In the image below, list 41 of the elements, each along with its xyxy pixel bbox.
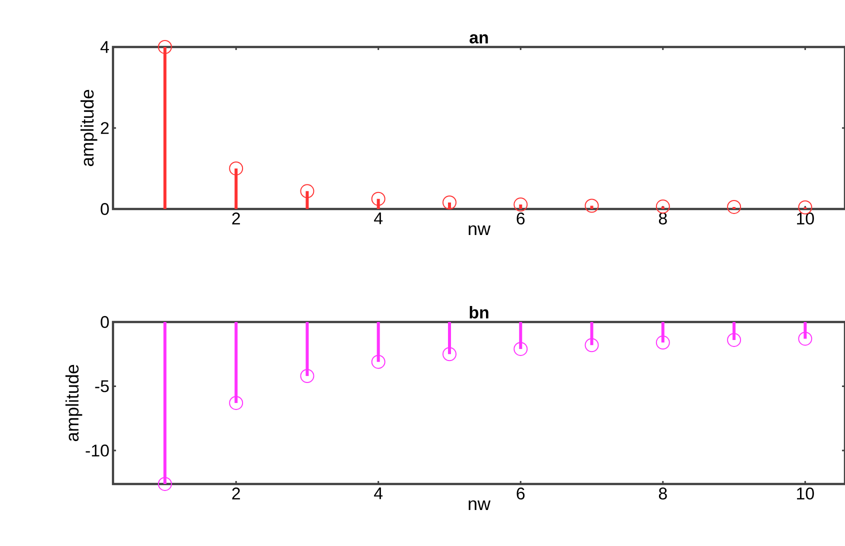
x-tick-label: 6 xyxy=(516,212,525,224)
point xyxy=(656,336,670,350)
point xyxy=(229,161,244,176)
point xyxy=(656,200,670,214)
y-axis-title: amplitude xyxy=(65,364,82,442)
point xyxy=(371,354,386,369)
y-tick-label: 0 xyxy=(100,316,109,328)
x-axis-title: nw xyxy=(468,500,491,510)
point xyxy=(442,196,456,210)
y-tick-label: 2 xyxy=(100,122,109,134)
point xyxy=(371,192,386,206)
point xyxy=(584,198,599,213)
x-tick-label: 10 xyxy=(797,212,814,224)
point xyxy=(300,368,314,383)
chart-title: bn xyxy=(470,306,488,318)
x-tick-label: 8 xyxy=(658,488,667,500)
y-axis-title: amplitude xyxy=(80,90,98,166)
point xyxy=(300,184,314,198)
x-tick-label: 10 xyxy=(797,488,814,500)
y-tick-label: -5 xyxy=(95,380,109,392)
point xyxy=(158,40,172,54)
x-tick-label: 6 xyxy=(516,488,525,500)
point xyxy=(229,396,244,410)
y-tick-label: -10 xyxy=(86,444,109,457)
y-tick-label: 4 xyxy=(100,41,109,53)
chart-title: an xyxy=(470,34,488,44)
x-axis-title: nw xyxy=(468,225,491,235)
point xyxy=(727,332,742,347)
point xyxy=(584,338,599,352)
point xyxy=(442,347,456,362)
point xyxy=(158,476,172,491)
x-tick-label: 4 xyxy=(374,212,383,224)
point xyxy=(514,342,528,356)
point xyxy=(798,332,812,346)
x-tick-label: 8 xyxy=(658,212,667,224)
x-tick-label: 4 xyxy=(374,488,383,500)
x-tick-label: 2 xyxy=(232,212,240,224)
point xyxy=(514,198,528,212)
y-tick-label: 0 xyxy=(100,202,109,215)
x-tick-label: 2 xyxy=(232,488,240,500)
point xyxy=(727,200,742,214)
